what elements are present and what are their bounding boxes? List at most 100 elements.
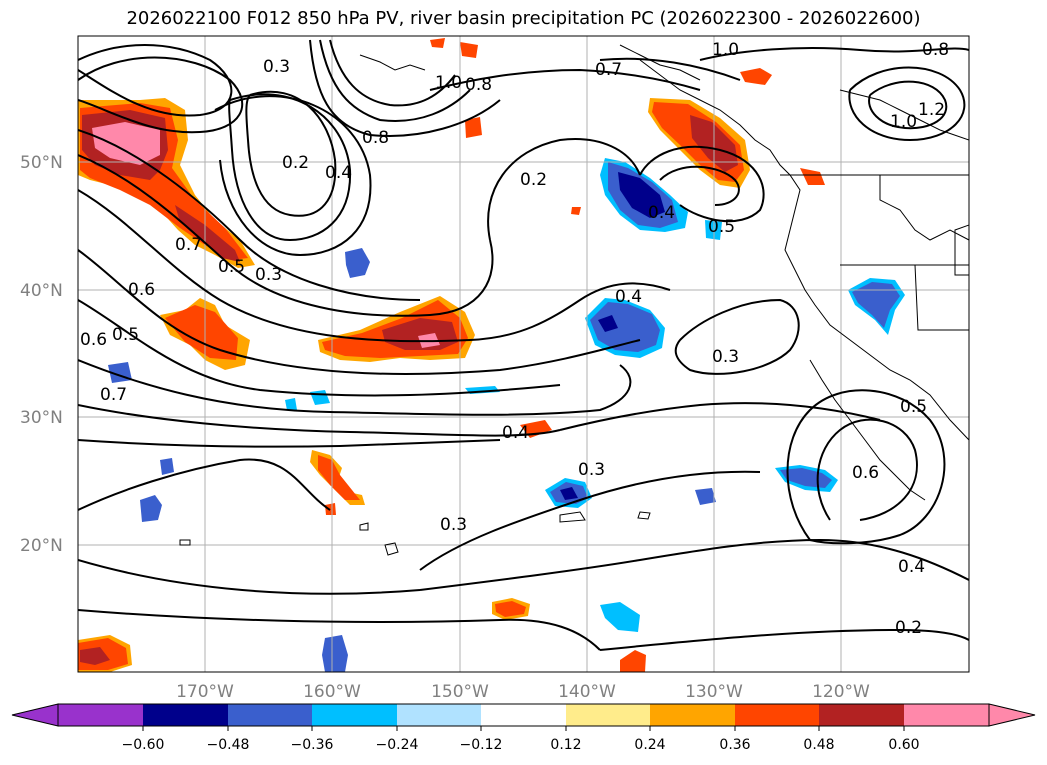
colorbar-segment [58, 704, 143, 726]
colorbar-labels: −0.60 −0.48 −0.36 −0.24 −0.12 0.12 0.24 … [122, 737, 920, 753]
contour-label: 0.3 [712, 347, 739, 367]
contour-label: 0.4 [648, 203, 675, 223]
precip-positive-region [620, 650, 646, 672]
precip-positive-region [80, 647, 110, 665]
precip-negative-region [345, 248, 370, 278]
contour-label: 0.3 [578, 460, 605, 480]
colorbar-extend-low [11, 703, 59, 727]
contour-label: 0.6 [80, 330, 107, 350]
colorbar-label: 0.60 [888, 737, 919, 753]
colorbar-segment [650, 704, 735, 726]
colorbar-segment [904, 704, 989, 726]
lon-label: 140°W [558, 682, 616, 702]
precip-negative-region [598, 315, 618, 332]
precip-negative-region [322, 635, 348, 672]
graticule [78, 36, 969, 672]
contour-label: 1.0 [435, 73, 462, 93]
longitude-labels: 170°W 160°W 150°W 140°W 130°W 120°W [176, 682, 870, 702]
colorbar-segment [143, 704, 228, 726]
contour-label: 0.3 [263, 57, 290, 77]
contour-label: 1.0 [890, 112, 917, 132]
lon-label: 150°W [431, 682, 489, 702]
precip-positive-region [520, 420, 552, 438]
contour-label: 0.4 [615, 287, 642, 307]
contour-label: 0.7 [595, 60, 622, 80]
map-frame [77, 35, 970, 673]
colorbar-extend-high [988, 703, 1036, 727]
contour-label: 0.6 [852, 463, 879, 483]
contour-label: 0.7 [175, 235, 202, 255]
contour-label: 0.3 [440, 515, 467, 535]
contour-label: 0.4 [325, 163, 352, 183]
colorbar-segment [566, 704, 650, 726]
lon-label: 170°W [176, 682, 234, 702]
colorbar-ticks [142, 726, 905, 731]
colorbar-label: 0.24 [634, 737, 665, 753]
lon-label: 130°W [685, 682, 743, 702]
pv-contours [78, 39, 969, 651]
precip-positive-region [325, 503, 336, 515]
contour-label: 1.0 [712, 40, 739, 60]
colorbar-label: 0.48 [803, 737, 834, 753]
colorbar-label: 0.36 [719, 737, 750, 753]
colorbar-label: −0.12 [460, 737, 503, 753]
precip-negative-region [590, 302, 660, 352]
latitude-labels: 50°N 40°N 30°N 20°N [20, 153, 63, 556]
contour-label: 0.5 [112, 325, 139, 345]
lat-label: 30°N [20, 408, 63, 428]
colorbar-label: 0.12 [550, 737, 581, 753]
precip-negative-region [160, 458, 174, 475]
colorbar-segment [397, 704, 481, 726]
precip-positive-region [465, 117, 482, 138]
contour-label: 0.4 [502, 423, 529, 443]
colorbar: −0.60 −0.48 −0.36 −0.24 −0.12 0.12 0.24 … [11, 703, 1036, 753]
colorbar-segment [819, 704, 904, 726]
contour-label: 0.7 [100, 385, 127, 405]
colorbar-segment [312, 704, 397, 726]
colorbar-outline [57, 703, 990, 727]
precip-negative-region [695, 488, 716, 505]
coastlines [179, 44, 969, 556]
lat-label: 20°N [20, 536, 63, 556]
contour-label: 0.2 [520, 170, 547, 190]
precip-positive-region [92, 122, 160, 165]
contour-label: 0.5 [708, 217, 735, 237]
contour-label: 0.5 [900, 397, 927, 417]
colorbar-segment [481, 704, 566, 726]
colorbar-label: −0.60 [122, 737, 165, 753]
colorbar-segment [228, 704, 312, 726]
precip-positive-region [460, 42, 478, 58]
map-content: 0.3 0.2 0.4 0.8 1.0 0.7 0.5 0.3 0.6 0.5 … [78, 36, 969, 672]
precip-negative-region [780, 468, 832, 488]
colorbar-label: −0.24 [376, 737, 419, 753]
precip-positive-region [175, 205, 240, 262]
precip-negative-region [618, 172, 665, 218]
colorbar-label: −0.48 [207, 737, 250, 753]
lat-label: 50°N [20, 153, 63, 173]
precip-negative-region [600, 602, 640, 632]
precip-negative-region [285, 398, 297, 410]
contour-label: 0.8 [465, 75, 492, 95]
contour-label: 1.2 [918, 100, 945, 120]
lon-label: 160°W [303, 682, 361, 702]
colorbar-label: −0.36 [291, 737, 334, 753]
precip-positive-region [800, 168, 825, 185]
contour-label: 0.5 [218, 257, 245, 277]
precip-positive-region [495, 601, 526, 617]
contour-label: 0.6 [128, 280, 155, 300]
contour-label: 0.2 [282, 153, 309, 173]
contour-label: 0.3 [255, 265, 282, 285]
lon-label: 120°W [812, 682, 870, 702]
map-title: 2026022100 F012 850 hPa PV, river basin … [126, 8, 921, 29]
lat-label: 40°N [20, 281, 63, 301]
precip-negative-region [560, 487, 578, 500]
contour-labels: 0.3 0.2 0.4 0.8 1.0 0.7 0.5 0.3 0.6 0.5 … [80, 40, 949, 638]
precip-negative-region [140, 495, 162, 522]
contour-label: 0.8 [922, 40, 949, 60]
precip-positive-region [430, 38, 445, 48]
contour-label: 0.4 [898, 557, 925, 577]
contour-label: 0.2 [895, 618, 922, 638]
contour-label: 0.8 [362, 128, 389, 148]
precip-positive-region [318, 455, 360, 500]
